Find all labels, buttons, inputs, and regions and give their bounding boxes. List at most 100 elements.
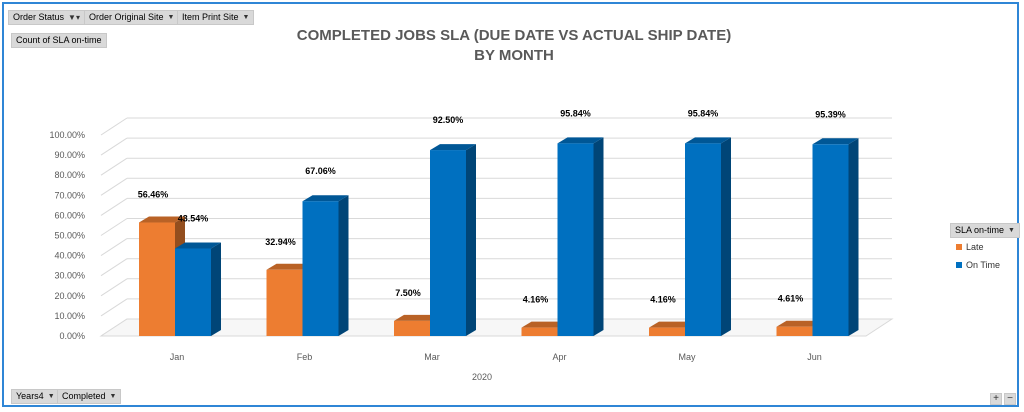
y-tick-label: 40.00%: [54, 251, 85, 261]
legend-item-late: Late: [956, 242, 984, 252]
gridline-depth: [100, 177, 128, 196]
x-tick-label: May: [678, 352, 696, 362]
bar-late: [521, 327, 558, 336]
order-original-site-label: Order Original Site: [89, 12, 164, 22]
bar-on-time-side: [466, 144, 476, 336]
bar-late-top: [394, 314, 440, 321]
bar-on-time-side: [721, 137, 731, 336]
bar-on-time: [557, 143, 594, 336]
gridline-depth: [100, 137, 128, 156]
data-label-late: 4.61%: [778, 294, 804, 304]
bar-late-top: [649, 321, 695, 328]
item-print-site-filter-button[interactable]: Item Print Site ▼: [177, 10, 255, 25]
data-label-late: 7.50%: [395, 288, 421, 298]
data-label-late: 32.94%: [265, 237, 296, 247]
bar-late: [776, 326, 813, 336]
value-field-label: Count of SLA on-time: [16, 35, 102, 45]
legend-item-on-time: On Time: [956, 260, 1000, 270]
chevron-down-icon: ▼: [109, 393, 117, 400]
chevron-down-icon: ▼: [47, 393, 55, 400]
legend-label-late: Late: [966, 242, 984, 252]
bar-late: [394, 320, 430, 336]
chevron-down-icon: ▼: [242, 14, 250, 21]
chevron-down-icon: ▼: [1008, 227, 1015, 234]
status-filter-button[interactable]: Completed ▼: [57, 389, 122, 404]
bar-on-time: [175, 248, 211, 336]
legend-title: SLA on-time: [955, 225, 1005, 235]
data-label-late: 4.16%: [523, 295, 549, 305]
bar-on-time: [685, 143, 721, 336]
chart-title: COMPLETED JOBS SLA (DUE DATE VS ACTUAL S…: [296, 27, 732, 44]
gridline-depth: [100, 238, 128, 257]
bar-on-time-top: [302, 195, 349, 202]
filter-icon: ▼▾: [68, 13, 80, 22]
bar-late-top: [266, 263, 313, 270]
data-label-on-time: 95.84%: [560, 108, 591, 118]
y-tick-label: 90.00%: [54, 150, 85, 160]
bar-on-time: [302, 201, 339, 336]
order-status-label: Order Status: [13, 12, 65, 22]
x-axis-label: 2020: [472, 372, 492, 382]
y-tick-label: 70.00%: [54, 190, 85, 200]
bar-on-time-top: [812, 138, 859, 145]
bar-on-time-top: [557, 137, 604, 144]
bar-on-time-side: [338, 195, 349, 336]
x-tick-label: Jun: [807, 352, 822, 362]
bar-late-top: [776, 320, 823, 327]
bar-on-time: [812, 144, 849, 336]
chart-subtitle: BY MONTH: [474, 47, 554, 64]
bar-on-time: [430, 150, 466, 336]
data-label-on-time: 95.39%: [815, 109, 846, 119]
data-label-on-time: 95.84%: [688, 108, 719, 118]
gridline-depth: [100, 258, 128, 277]
legend-field-button[interactable]: SLA on-time ▼: [950, 223, 1020, 238]
pivot-chart-frame: Order Status ▼▾ Order Original Site ▼ It…: [2, 2, 1020, 407]
legend-swatch-late: [956, 244, 962, 250]
y-tick-label: 80.00%: [54, 170, 85, 180]
gridline-depth: [100, 197, 128, 216]
gridline-depth: [100, 157, 128, 176]
y-tick-label: 30.00%: [54, 271, 85, 281]
bar-late-top: [139, 216, 185, 223]
data-label-on-time: 43.54%: [178, 213, 209, 223]
bar-on-time-side: [211, 242, 221, 336]
y-tick-label: 60.00%: [54, 210, 85, 220]
legend-swatch-on-time: [956, 262, 962, 268]
data-label-late: 4.16%: [650, 295, 676, 305]
zoom-controls: + −: [990, 393, 1016, 405]
y-tick-label: 50.00%: [54, 231, 85, 241]
collapse-button[interactable]: −: [1004, 393, 1016, 405]
chevron-down-icon: ▼: [167, 14, 175, 21]
y-tick-label: 100.00%: [49, 130, 85, 140]
x-tick-label: Apr: [552, 352, 566, 362]
bar-on-time-top: [430, 144, 476, 151]
x-tick-label: Mar: [424, 352, 440, 362]
chart-title-block: COMPLETED JOBS SLA (DUE DATE VS ACTUAL S…: [254, 26, 774, 66]
value-field-button[interactable]: Count of SLA on-time: [11, 33, 107, 48]
bar-on-time-side: [593, 137, 604, 336]
gridline-depth: [100, 298, 128, 317]
gridline-depth: [100, 278, 128, 297]
gridline-depth: [100, 218, 128, 236]
order-original-site-filter-button[interactable]: Order Original Site ▼: [84, 10, 180, 25]
bar-late: [649, 327, 685, 336]
data-label-on-time: 67.06%: [305, 166, 336, 176]
bar-late: [139, 222, 175, 336]
bar-late-top: [521, 321, 568, 328]
status-label: Completed: [62, 391, 106, 401]
legend-label-on-time: On Time: [966, 260, 1001, 270]
data-label-on-time: 92.50%: [433, 115, 464, 125]
expand-button[interactable]: +: [990, 393, 1002, 405]
gridline-depth: [100, 117, 128, 136]
bar-on-time-top: [175, 242, 221, 249]
bar-on-time-side: [848, 138, 859, 336]
y-tick-label: 0.00%: [59, 331, 85, 341]
order-status-filter-button[interactable]: Order Status ▼▾: [8, 10, 85, 25]
bar-on-time-top: [685, 137, 731, 144]
years-filter-button[interactable]: Years4 ▼: [11, 389, 60, 404]
years-label: Years4: [16, 391, 44, 401]
y-tick-label: 10.00%: [54, 311, 85, 321]
data-label-late: 56.46%: [138, 190, 169, 200]
item-print-site-label: Item Print Site: [182, 12, 239, 22]
x-tick-label: Feb: [297, 352, 313, 362]
